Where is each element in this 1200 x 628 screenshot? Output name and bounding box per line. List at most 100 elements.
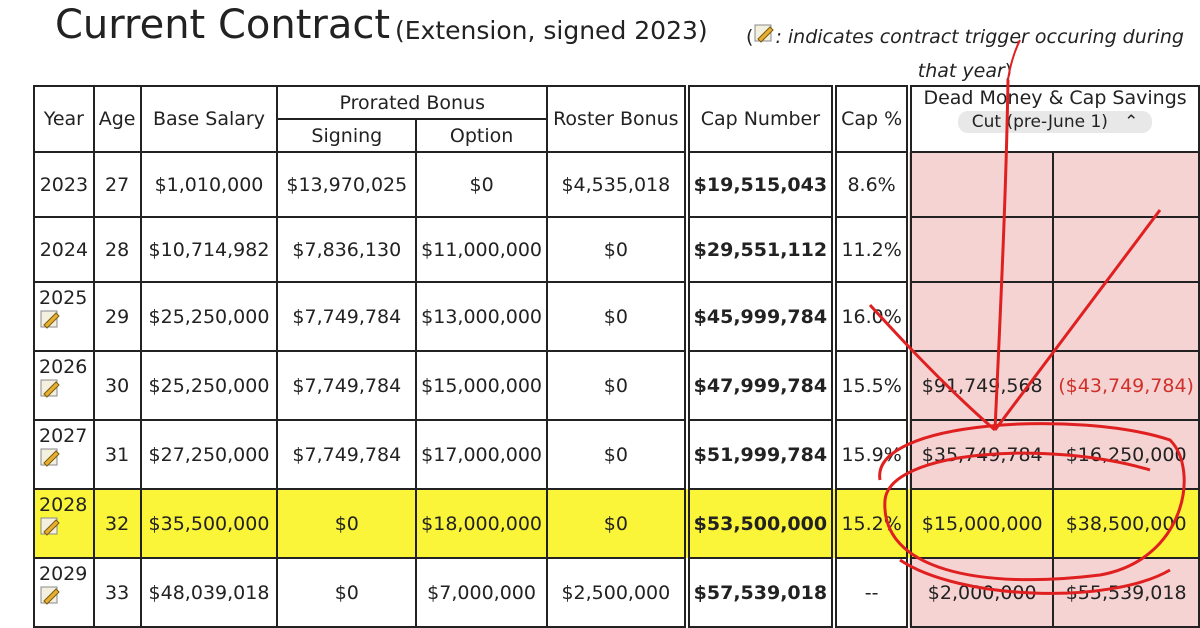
year-cell: 2025 <box>33 281 95 352</box>
option-cell: $0 <box>415 151 549 218</box>
contract-table: Year Age Base Salary Prorated Bonus Roster B… <box>33 85 1200 628</box>
signing-cell: $0 <box>276 557 418 628</box>
age-cell: 32 <box>92 488 142 559</box>
trigger-icon <box>40 517 60 536</box>
select-value: Cut (pre-June 1) <box>971 112 1108 132</box>
cap-savings-cell <box>1052 216 1200 283</box>
trigger-icon <box>40 586 60 605</box>
base-salary: $25,250,000 <box>148 374 270 397</box>
year: 2024 <box>39 238 89 261</box>
scenario-select[interactable]: Cut (pre-June 1) ⌃ <box>957 111 1153 133</box>
cap-pct-cell: 15.2% <box>833 488 911 559</box>
option-cell: $11,000,000 <box>415 216 549 283</box>
signing-cell: $7,836,130 <box>276 216 418 283</box>
cap-pct-cell: 15.5% <box>833 350 911 421</box>
subtitle: (Extension, signed 2023) <box>395 16 708 45</box>
table-row: 2029 33 $48,039,018 $0 $7,000,000 $2,500,000 $… <box>33 557 1200 628</box>
base-salary-cell: $35,500,000 <box>139 488 279 559</box>
age-cell: 27 <box>92 151 142 218</box>
roster-bonus: $0 <box>603 443 628 466</box>
dead-money-cell: $2,000,000 <box>906 557 1055 628</box>
cap-number-cell: $19,515,043 <box>683 151 838 218</box>
roster-bonus: $4,535,018 <box>561 173 671 196</box>
cap-number: $45,999,784 <box>693 305 828 328</box>
option: $11,000,000 <box>421 238 543 261</box>
cap-number: $53,500,000 <box>693 512 828 535</box>
base-salary-cell: $25,250,000 <box>139 350 279 421</box>
year: 2028 <box>39 494 88 516</box>
option: $0 <box>469 173 494 196</box>
cap-savings: ($43,749,784) <box>1058 374 1194 397</box>
cap-number-cell: $53,500,000 <box>683 488 838 559</box>
table-row: 2025 29 $25,250,000 $7,749,784 $13,000,000 $0… <box>33 281 1200 352</box>
cap-pct-cell: 8.6% <box>833 151 911 218</box>
cap-number-cell: $47,999,784 <box>683 350 838 421</box>
signing: $7,749,784 <box>292 443 402 466</box>
base-salary: $35,500,000 <box>148 512 270 535</box>
age: 28 <box>105 238 130 261</box>
dead-money-cell: $35,749,784 <box>906 419 1055 490</box>
signing-cell: $7,749,784 <box>276 281 418 352</box>
year-cell: 2028 <box>33 488 95 559</box>
cap-pct: 8.6% <box>847 173 896 196</box>
base-salary-cell: $27,250,000 <box>139 419 279 490</box>
base-salary: $10,714,982 <box>148 238 270 261</box>
cap-pct-cell: -- <box>833 557 911 628</box>
base-salary-cell: $25,250,000 <box>139 281 279 352</box>
cap-number: $29,551,112 <box>693 238 828 261</box>
signing-cell: $7,749,784 <box>276 350 418 421</box>
age-cell: 28 <box>92 216 142 283</box>
option-cell: $17,000,000 <box>415 419 549 490</box>
cap-pct: 15.9% <box>841 443 902 466</box>
col-header: Option <box>415 118 549 153</box>
title: Current Contract <box>55 2 391 48</box>
base-salary: $27,250,000 <box>148 443 270 466</box>
signing-cell: $7,749,784 <box>276 419 418 490</box>
dead-money-cell: $15,000,000 <box>906 488 1055 559</box>
roster-bonus: $0 <box>603 305 628 328</box>
dead-money: $35,749,784 <box>921 443 1043 466</box>
year: 2023 <box>39 173 89 196</box>
roster-bonus-cell: $0 <box>546 488 688 559</box>
cap-savings-cell: ($43,749,784) <box>1052 350 1200 421</box>
signing: $7,749,784 <box>292 305 402 328</box>
cap-number-cell: $45,999,784 <box>683 281 838 352</box>
cap-number-cell: $51,999,784 <box>683 419 838 490</box>
dead-money-cell: $91,749,568 <box>906 350 1055 421</box>
base-salary: $48,039,018 <box>148 581 270 604</box>
option: $17,000,000 <box>421 443 543 466</box>
option: $7,000,000 <box>427 581 536 604</box>
cap-pct: 16.0% <box>841 305 902 328</box>
option: $13,000,000 <box>421 305 543 328</box>
age: 32 <box>105 512 130 535</box>
dead-money: $15,000,000 <box>921 512 1043 535</box>
table-row: 2023 27 $1,010,000 $13,970,025 $0 $4,535,018 $… <box>33 151 1200 218</box>
trigger-icon <box>40 379 60 398</box>
cap-savings-cell: $55,539,018 <box>1052 557 1200 628</box>
year: 2027 <box>39 425 88 447</box>
year-cell: 2026 <box>33 350 95 421</box>
roster-bonus: $0 <box>603 238 628 261</box>
roster-bonus-cell: $2,500,000 <box>546 557 688 628</box>
roster-bonus: $0 <box>603 374 628 397</box>
signing: $0 <box>334 512 359 535</box>
roster-bonus-cell: $0 <box>546 419 688 490</box>
cap-pct: 15.5% <box>841 374 902 397</box>
signing: $7,836,130 <box>292 238 402 261</box>
signing-cell: $13,970,025 <box>276 151 418 218</box>
cap-number-cell: $57,539,018 <box>683 557 838 628</box>
base-salary: $1,010,000 <box>154 173 264 196</box>
base-salary: $25,250,000 <box>148 305 270 328</box>
dead-money-cell <box>906 281 1055 352</box>
base-salary-cell: $10,714,982 <box>139 216 279 283</box>
note: (: indicates contract trigger occuring d… <box>745 20 1185 88</box>
cap-number: $51,999,784 <box>693 443 828 466</box>
cap-savings-cell <box>1052 281 1200 352</box>
table-row: 2028 32 $35,500,000 $0 $18,000,000 $0 $53,500,… <box>33 488 1200 559</box>
col-header: Dead Money & Cap Savings Cut (pre-June 1)… <box>906 85 1200 153</box>
cap-savings: $38,500,000 <box>1065 512 1187 535</box>
age-cell: 33 <box>92 557 142 628</box>
table-row: 2026 30 $25,250,000 $7,749,784 $15,000,000 $0… <box>33 350 1200 421</box>
cap-pct-cell: 16.0% <box>833 281 911 352</box>
age: 27 <box>105 173 130 196</box>
